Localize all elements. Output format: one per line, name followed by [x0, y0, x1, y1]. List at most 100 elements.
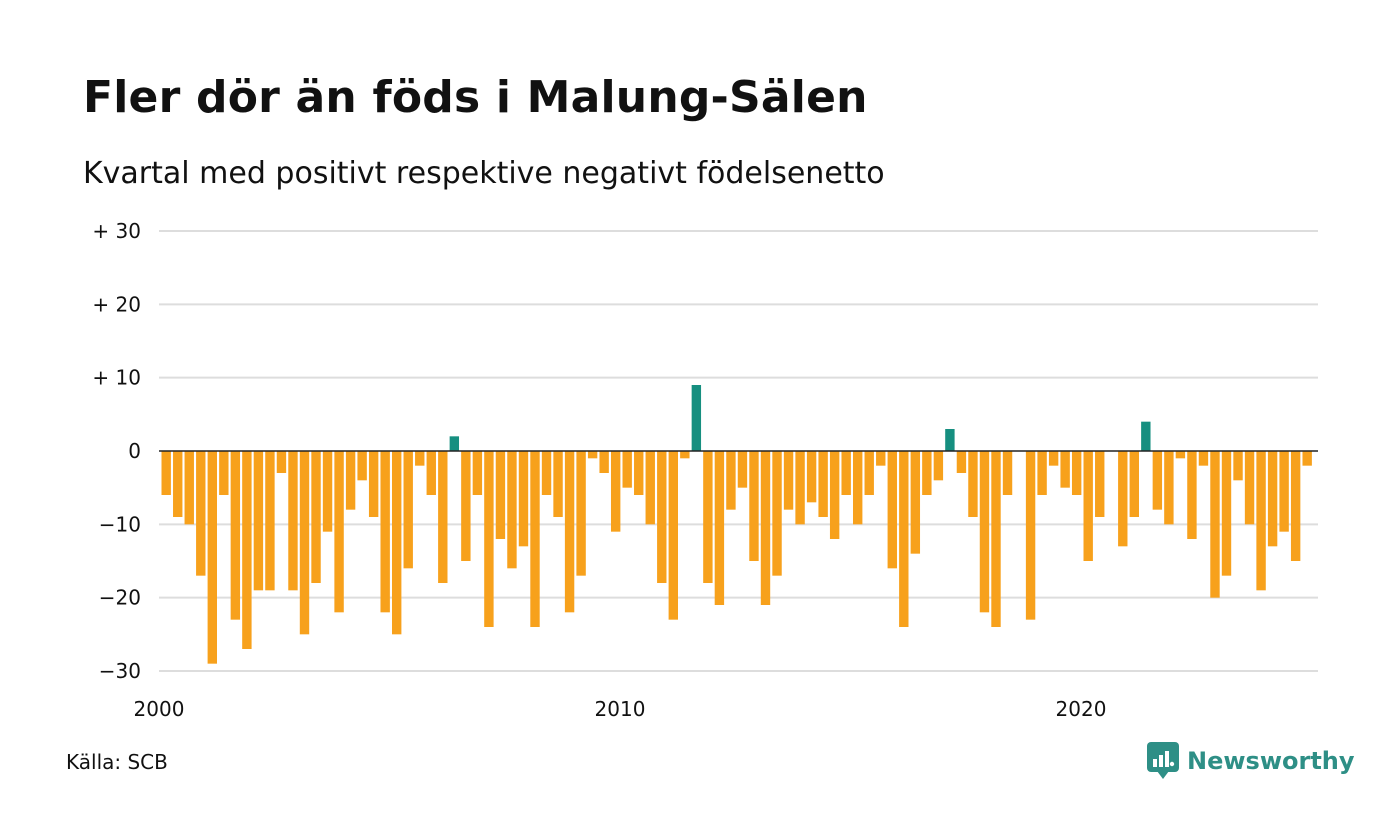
bar-2024-q3 — [1290, 451, 1301, 561]
bar-2010-q2 — [634, 451, 644, 495]
bar-2010-q4 — [657, 451, 667, 583]
bar-chart: + 30 + 20 + 10 0 −10 −20 −30 2000 2010 2020 — [92, 219, 1318, 721]
bar-2017-q3 — [968, 451, 978, 517]
bar-2012-q1 — [714, 451, 725, 605]
bar-2003-q4 — [334, 451, 344, 613]
bar-2012-q3 — [737, 451, 748, 488]
bar-2008-q1 — [530, 451, 540, 627]
bar-2006-q2 — [449, 436, 460, 451]
bar-2005-q2 — [403, 451, 413, 569]
y-tick-label: −20 — [99, 586, 141, 610]
bar-2012-q2 — [726, 451, 736, 510]
brand-name: Newsworthy — [1187, 747, 1355, 775]
x-tick-label: 2020 — [1056, 697, 1107, 721]
bar-2010-q1 — [622, 451, 632, 488]
bar-2011-q3 — [691, 385, 702, 451]
bar-2014-q4 — [841, 451, 851, 495]
bar-2013-q2 — [772, 451, 782, 576]
bar-2014-q1 — [806, 451, 817, 503]
bar-2004-q4 — [380, 451, 390, 613]
bar-2015-q1 — [853, 451, 863, 525]
newsworthy-logo-icon — [1147, 742, 1179, 779]
bar-2007-q2 — [495, 451, 506, 539]
bar-2011-q1 — [668, 451, 678, 620]
bar-2006-q1 — [438, 451, 448, 583]
source-note: Källa: SCB — [66, 750, 168, 774]
bar-2006-q4 — [472, 451, 483, 495]
bar-2020-q4 — [1118, 451, 1128, 547]
bar-2017-q4 — [979, 451, 990, 613]
bar-2009-q4 — [610, 451, 621, 532]
bar-2017-q1 — [945, 429, 955, 451]
bar-2022-q3 — [1198, 451, 1209, 466]
y-tick-label: + 20 — [92, 292, 141, 316]
bar-2003-q3 — [322, 451, 333, 532]
bar-2012-q4 — [749, 451, 759, 561]
bar-2003-q1 — [299, 451, 310, 635]
bar-2015-q3 — [876, 451, 886, 466]
bar-2008-q3 — [553, 451, 563, 517]
bar-2011-q4 — [703, 451, 713, 583]
bar-2023-q1 — [1221, 451, 1232, 576]
y-tick-label: + 10 — [92, 366, 141, 390]
x-axis-ticks: 2000 2010 2020 — [134, 697, 1107, 721]
bar-2020-q1 — [1083, 451, 1093, 561]
bar-2022-q1 — [1175, 451, 1186, 459]
bar-2014-q2 — [818, 451, 828, 517]
bar-2018-q1 — [991, 451, 1001, 627]
y-tick-label: −30 — [99, 659, 141, 683]
bar-2006-q3 — [461, 451, 471, 561]
bar-2023-q3 — [1244, 451, 1255, 525]
bars — [161, 385, 1312, 664]
bar-2010-q3 — [645, 451, 655, 525]
bar-2004-q3 — [368, 451, 379, 517]
bar-2001-q2 — [219, 451, 229, 495]
bar-2007-q3 — [507, 451, 517, 569]
bar-2020-q2 — [1095, 451, 1105, 517]
bar-2018-q4 — [1025, 451, 1036, 620]
bar-2008-q4 — [564, 451, 575, 613]
bar-2001-q4 — [242, 451, 252, 649]
bar-2003-q2 — [311, 451, 321, 583]
bar-2015-q2 — [864, 451, 874, 495]
bar-2022-q4 — [1210, 451, 1220, 598]
bar-2011-q2 — [680, 451, 690, 459]
bar-2019-q2 — [1048, 451, 1059, 466]
brand-logo: Newsworthy — [1147, 742, 1355, 780]
bar-2022-q2 — [1187, 451, 1197, 539]
bar-2017-q2 — [956, 451, 967, 473]
bar-2014-q3 — [829, 451, 840, 539]
bar-2000-q2 — [173, 451, 183, 517]
bar-2021-q1 — [1129, 451, 1139, 517]
bar-2024-q4 — [1302, 451, 1312, 466]
bar-2016-q1 — [899, 451, 909, 627]
bar-2000-q3 — [184, 451, 194, 525]
chart-subtitle: Kvartal med positivt respektive negativt… — [83, 156, 885, 191]
bar-2009-q2 — [587, 451, 598, 459]
y-tick-label: + 30 — [92, 219, 141, 243]
bar-2009-q1 — [576, 451, 586, 576]
bar-2024-q1 — [1267, 451, 1278, 547]
bar-2007-q1 — [484, 451, 494, 627]
bar-2001-q3 — [230, 451, 241, 620]
bar-2002-q3 — [276, 451, 287, 473]
bar-2019-q3 — [1060, 451, 1070, 488]
bar-2005-q3 — [415, 451, 425, 466]
bar-2007-q4 — [518, 451, 529, 547]
bar-2023-q4 — [1256, 451, 1266, 591]
y-axis-ticks: + 30 + 20 + 10 0 −10 −20 −30 — [92, 219, 141, 683]
x-tick-label: 2000 — [134, 697, 185, 721]
bar-2019-q4 — [1071, 451, 1082, 495]
bar-2013-q4 — [795, 451, 805, 525]
bar-2018-q2 — [1002, 451, 1013, 495]
bar-2001-q1 — [207, 451, 217, 664]
bar-2009-q3 — [599, 451, 609, 473]
bar-2005-q1 — [392, 451, 402, 635]
bar-2023-q2 — [1233, 451, 1243, 481]
bar-2016-q2 — [910, 451, 921, 554]
x-tick-label: 2010 — [595, 697, 646, 721]
y-tick-label: 0 — [128, 439, 141, 463]
bar-2005-q4 — [426, 451, 436, 495]
bar-2024-q2 — [1279, 451, 1289, 532]
bar-2013-q3 — [783, 451, 794, 510]
